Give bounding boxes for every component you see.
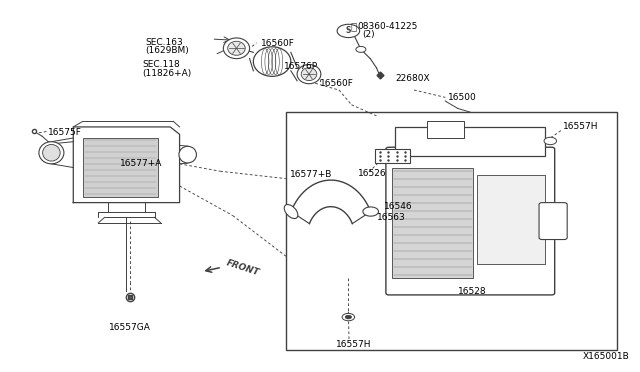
Circle shape [356,46,366,52]
Text: (2): (2) [362,30,375,39]
Polygon shape [396,127,545,157]
Text: 16500: 16500 [449,93,477,102]
Bar [426,121,464,138]
Bar [286,112,617,350]
Bar [392,167,474,278]
Text: 16557H: 16557H [563,122,598,131]
Text: SEC.118: SEC.118 [142,60,180,70]
Text: 16526: 16526 [358,169,387,177]
Text: Ⓢ: Ⓢ [350,22,356,32]
Ellipse shape [223,38,250,59]
Circle shape [544,137,557,145]
Text: 16577+A: 16577+A [120,159,163,169]
Bar [477,175,545,263]
Ellipse shape [39,142,64,164]
Text: 16560F: 16560F [261,39,294,48]
Ellipse shape [228,41,245,55]
FancyBboxPatch shape [386,147,555,295]
Text: 16577+B: 16577+B [290,170,333,179]
Text: 16557GA: 16557GA [109,323,150,331]
Text: FRONT: FRONT [225,259,260,278]
Ellipse shape [301,68,317,81]
Text: 22680X: 22680X [396,74,430,83]
Text: SEC.163: SEC.163 [145,38,183,46]
Text: 16575F: 16575F [48,128,82,137]
Text: (1629BM): (1629BM) [145,46,189,55]
Text: 16557H: 16557H [336,340,371,349]
Circle shape [342,313,355,321]
Circle shape [337,24,360,38]
Ellipse shape [363,207,378,216]
Ellipse shape [297,64,321,84]
Text: S: S [345,26,351,35]
Text: 16560F: 16560F [320,79,354,88]
Ellipse shape [179,146,196,163]
Text: 16528: 16528 [458,287,486,296]
Ellipse shape [43,144,60,161]
Ellipse shape [253,47,291,76]
Circle shape [345,315,351,319]
Ellipse shape [284,205,298,219]
FancyBboxPatch shape [539,203,567,240]
Bar [375,149,410,163]
Text: 16563: 16563 [376,213,405,222]
Bar [83,138,157,197]
Text: 08360-41225: 08360-41225 [358,22,418,31]
Text: (11826+A): (11826+A) [142,68,191,77]
Text: 16576P: 16576P [284,62,318,71]
Text: 16546: 16546 [384,202,413,211]
Text: X165001B: X165001B [583,352,630,361]
